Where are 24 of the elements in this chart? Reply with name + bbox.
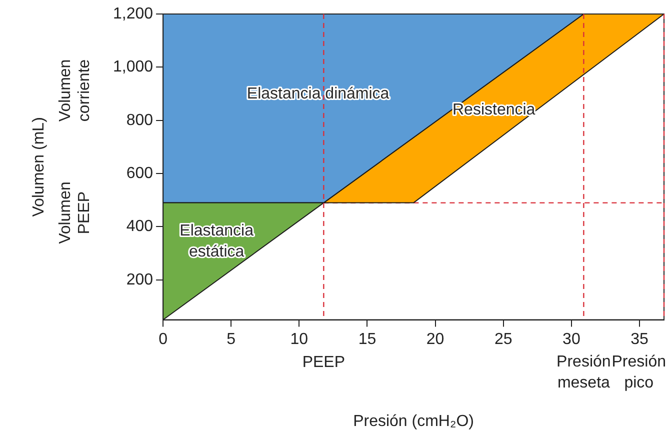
series-label: Elastancia estática	[180, 222, 254, 261]
x-tick-label: 15	[358, 330, 376, 348]
series-label: Elastancia dinámica	[246, 86, 390, 103]
ref-line-label: PEEP	[302, 354, 346, 372]
text: Volumen PEEP	[56, 182, 93, 244]
x-tick-label: 30	[562, 330, 580, 348]
x-axis-title: Presión (cmH₂O)	[353, 413, 474, 430]
series-label: Resistencia	[452, 102, 536, 119]
y-tick-label: 1,000	[112, 58, 154, 76]
y-tick-label: 1,200	[112, 5, 154, 22]
ref-line-label: Presión pico	[612, 354, 666, 392]
y-tick-label: 600	[126, 164, 154, 182]
y-tick-label: 800	[126, 112, 154, 129]
y-axis-title: Volumen (mL)	[30, 117, 48, 217]
x-tick-label: 35	[630, 330, 648, 348]
x-tick-label: 5	[226, 330, 236, 348]
ref-line-label: Presión meseta	[556, 354, 611, 392]
y-tick-label: 400	[126, 218, 154, 236]
x-tick-label: 20	[426, 330, 444, 348]
x-tick-label: 25	[494, 330, 512, 348]
x-tick-label: 0	[158, 330, 168, 348]
y-tick-label: 200	[126, 271, 154, 288]
x-tick-label: 10	[290, 330, 308, 348]
text: Volumen corriente	[56, 59, 93, 122]
